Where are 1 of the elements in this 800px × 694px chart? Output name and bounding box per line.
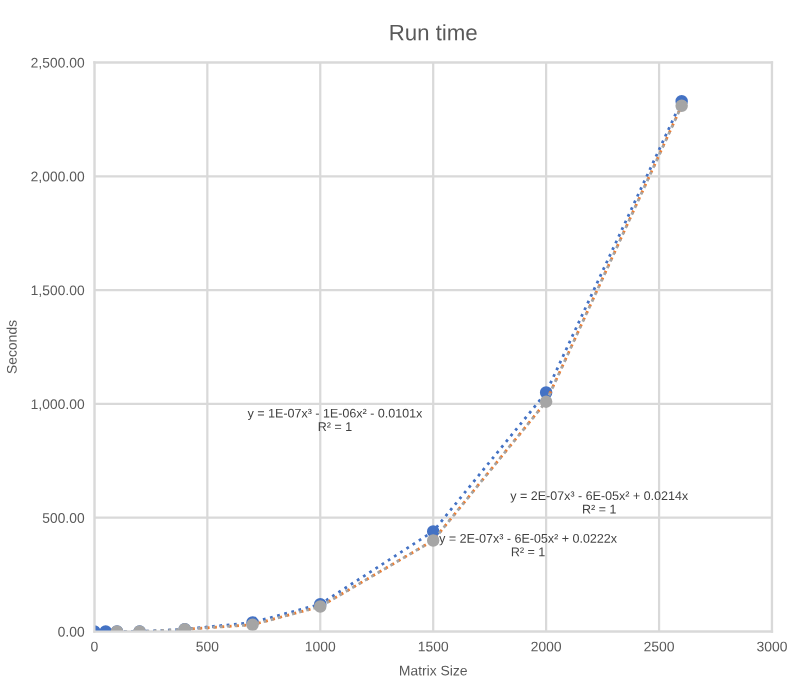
chart-title: Run time [390,24,477,41]
